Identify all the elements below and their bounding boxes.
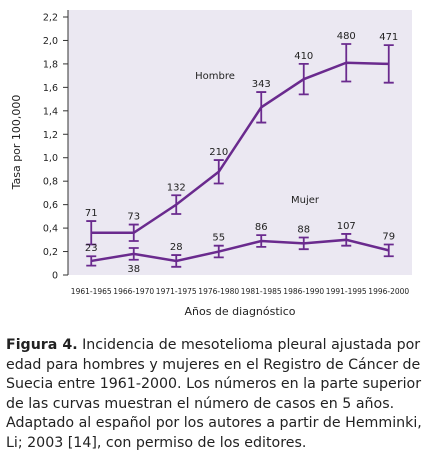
error-bar	[128, 223, 139, 242]
x-tick-label: 1996-2000	[368, 287, 409, 296]
case-count: 79	[382, 232, 395, 243]
x-tick-label: 1976-1980	[198, 287, 239, 296]
caption-label: Figura 4.	[6, 337, 78, 353]
case-count: 410	[294, 51, 313, 62]
x-axis-label: Años de diagnóstico	[184, 305, 295, 318]
case-count: 471	[379, 32, 398, 43]
x-tick-label: 1991-1995	[326, 287, 367, 296]
case-count: 23	[85, 243, 98, 254]
y-axis-label: Tasa por 100,000	[10, 95, 23, 191]
error-bar	[171, 254, 182, 268]
plot-area	[68, 10, 412, 275]
y-tick-label: 0	[52, 271, 58, 282]
error-bar	[128, 247, 139, 261]
caption-text: Incidencia de mesotelioma pleural ajusta…	[6, 337, 422, 451]
y-tick-label: 2,0	[43, 36, 58, 47]
error-bar	[383, 243, 394, 258]
series-line	[91, 61, 389, 235]
y-tick-label: 1,6	[43, 83, 58, 94]
chart: Tasa por 100,000 Años de diagnóstico 0 0,…	[10, 10, 412, 318]
case-count: 132	[167, 182, 186, 193]
error-bar	[256, 91, 267, 124]
case-count: 210	[209, 147, 228, 158]
case-count: 73	[127, 212, 140, 223]
error-bar	[86, 255, 97, 267]
y-tick-label: 1,2	[43, 130, 58, 141]
series-label: Mujer	[291, 195, 320, 206]
case-count: 107	[337, 221, 356, 232]
y-tick-label: 1,8	[43, 59, 58, 70]
series-label: Hombre	[195, 71, 235, 82]
case-count: 480	[337, 31, 356, 42]
y-tick-label: 0,2	[43, 247, 58, 258]
series-line	[91, 238, 390, 263]
case-count: 71	[85, 208, 98, 219]
error-bar	[341, 43, 352, 83]
x-tick-label: 1971-1975	[156, 287, 197, 296]
error-bar	[341, 233, 352, 247]
y-tick-label: 1,0	[43, 153, 58, 164]
x-tick-label: 1961-1965	[71, 287, 112, 296]
error-bar	[298, 236, 309, 251]
error-bar	[213, 244, 224, 259]
case-count: 38	[127, 264, 140, 275]
case-count: 343	[252, 79, 271, 90]
y-tick-label: 0,6	[43, 200, 58, 211]
case-count: 55	[212, 233, 225, 244]
error-bar	[213, 159, 224, 185]
error-bar	[86, 220, 97, 246]
caption: Figura 4. Incidencia de mesotelioma pleu…	[6, 336, 424, 453]
y-tick-label: 0,8	[43, 177, 58, 188]
case-count: 86	[255, 222, 268, 233]
y-tick-label: 1,4	[43, 106, 58, 117]
case-count: 28	[170, 242, 183, 253]
x-tick-label: 1981-1985	[241, 287, 282, 296]
error-bar	[171, 194, 182, 215]
y-tick-label: 0,4	[43, 224, 58, 235]
x-tick-label: 1986-1990	[283, 287, 324, 296]
y-tick-label: 2,2	[43, 13, 58, 24]
x-tick-label: 1966-1970	[113, 287, 154, 296]
case-count: 88	[297, 224, 310, 235]
error-bar	[256, 234, 267, 248]
error-bar	[383, 44, 394, 84]
error-bar	[298, 63, 309, 96]
